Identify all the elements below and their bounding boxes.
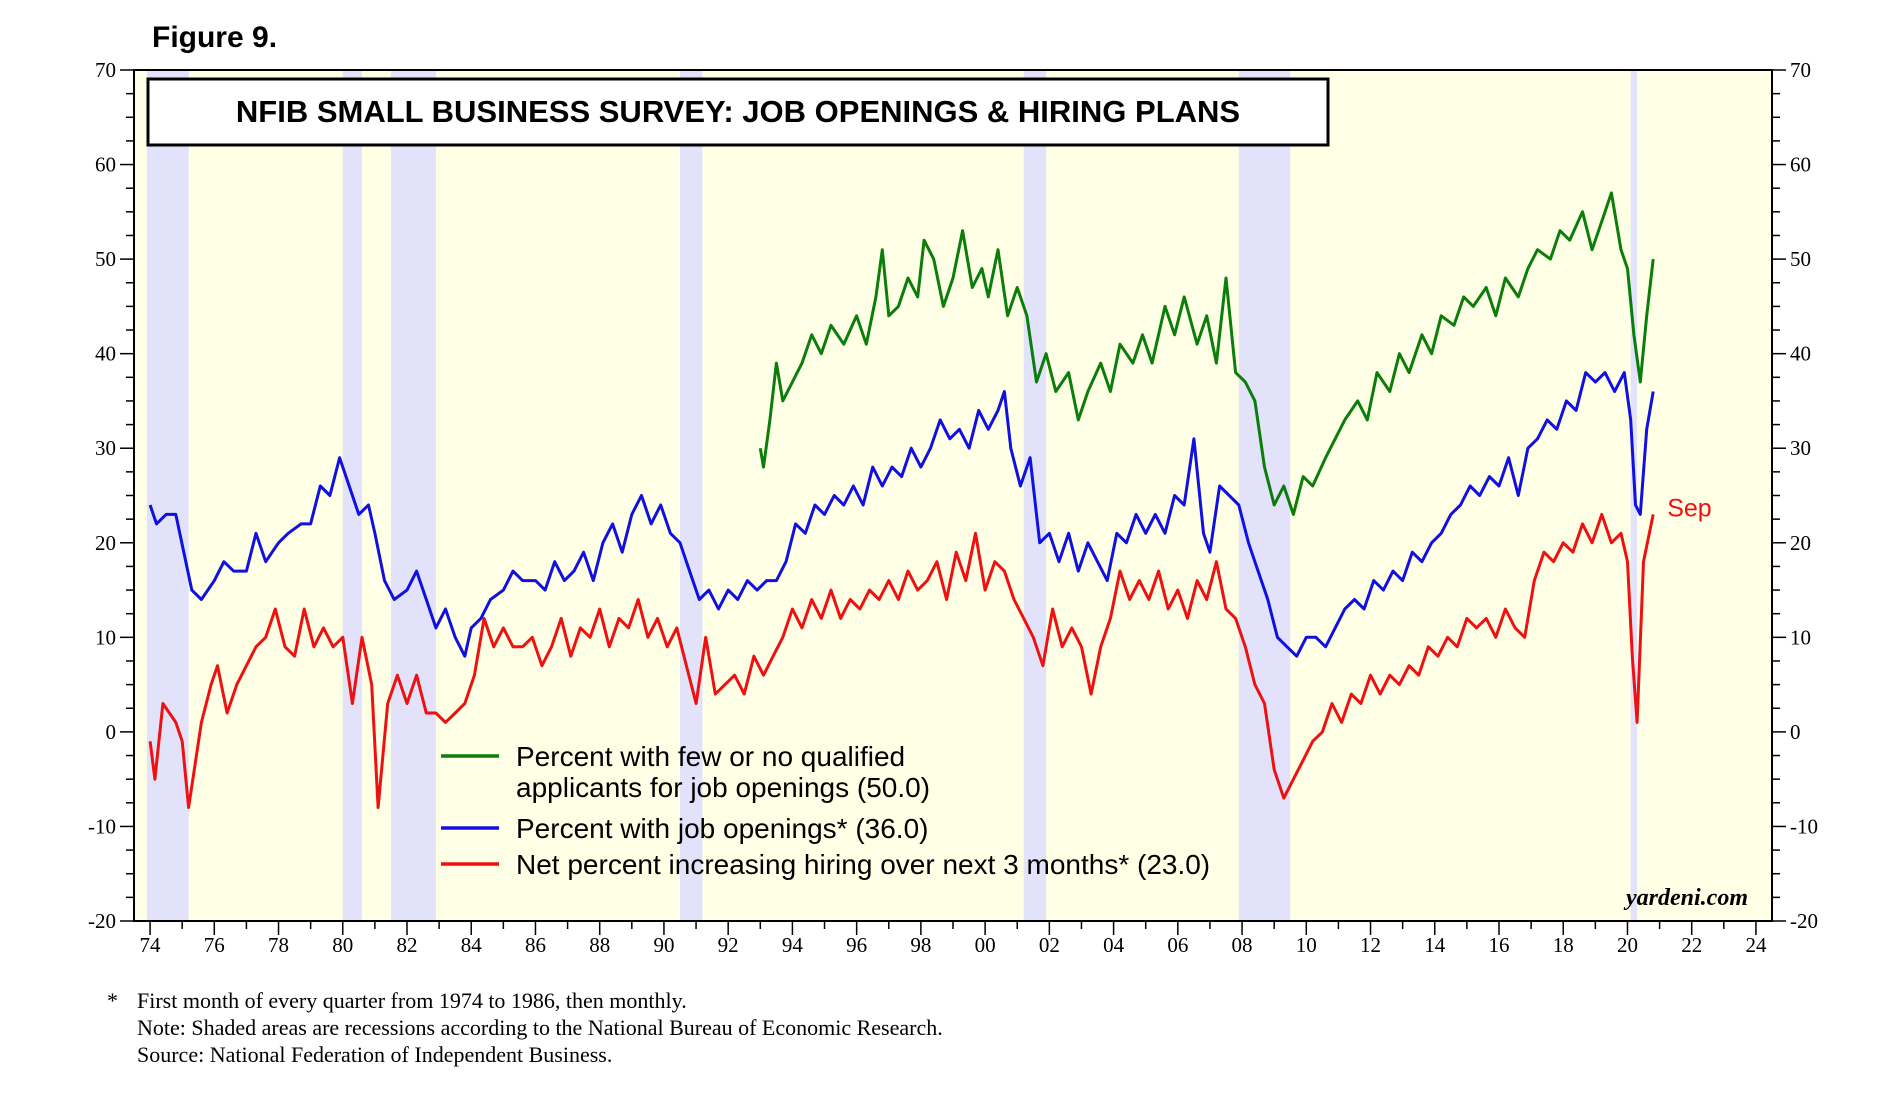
y-tick-label-right: -20 [1790,909,1818,933]
legend-label-green-2: applicants for job openings (50.0) [516,772,930,803]
x-tick-label: 84 [461,933,483,957]
y-tick-label-left: -20 [88,909,116,933]
x-tick-label: 98 [910,933,931,957]
y-tick-label-left: 70 [95,58,116,82]
x-tick-label: 90 [653,933,674,957]
recession-band-2 [390,70,436,921]
x-tick-label: 10 [1296,933,1317,957]
legend: Percent with few or no qualified applica… [441,741,1210,880]
x-tick-label: 74 [140,933,162,957]
recession-band-5 [1238,70,1291,921]
y-tick-label-left: 0 [106,720,117,744]
x-tick-label: 12 [1360,933,1381,957]
chart-title: NFIB SMALL BUSINESS SURVEY: JOB OPENINGS… [236,94,1240,129]
x-tick-label: 78 [268,933,289,957]
y-tick-label-right: 30 [1790,436,1811,460]
brand-watermark: yardeni.com [1623,885,1748,911]
y-tick-label-right: 50 [1790,247,1811,271]
recession-band-0 [146,70,189,921]
footnote-line-2: Note: Shaded areas are recessions accord… [137,1015,943,1040]
footnote-line-1: First month of every quarter from 1974 t… [137,988,687,1013]
y-tick-label-right: 40 [1790,342,1811,366]
y-tick-label-right: 20 [1790,531,1811,555]
series-line-2 [148,512,1655,809]
x-tick-label: 20 [1617,933,1638,957]
x-tick-label: 24 [1745,933,1767,957]
series-line-0 [758,191,1655,516]
y-tick-label-left: 10 [95,625,116,649]
x-tick-label: 00 [975,933,996,957]
x-tick-label: 04 [1103,933,1125,957]
y-tick-label-right: -10 [1790,814,1818,838]
legend-label-red: Net percent increasing hiring over next … [516,849,1210,880]
figure-label: Figure 9. [152,21,277,54]
series-line-1 [148,371,1655,658]
y-tick-label-right: 0 [1790,720,1801,744]
x-tick-label: 80 [332,933,353,957]
footnote-star: * [107,988,118,1013]
y-tick-label-left: 20 [95,531,116,555]
x-tick-label: 16 [1489,933,1510,957]
x-tick-label: 02 [1039,933,1060,957]
y-tick-label-right: 70 [1790,58,1811,82]
x-tick-label: 18 [1553,933,1574,957]
x-tick-label: 88 [589,933,610,957]
x-tick-label: 94 [782,933,804,957]
y-tick-label-left: 30 [95,436,116,460]
x-tick-label: 86 [525,933,546,957]
y-tick-label-left: 50 [95,247,116,271]
x-tick-label: 96 [846,933,867,957]
x-tick-label: 06 [1167,933,1188,957]
legend-label-green-1: Percent with few or no qualified [516,741,905,772]
x-tick-label: 92 [718,933,739,957]
x-tick-label: 22 [1681,933,1702,957]
y-tick-label-right: 10 [1790,625,1811,649]
x-tick-label: 08 [1232,933,1253,957]
x-tick-label: 76 [204,933,225,957]
footnotes: * First month of every quarter from 1974… [107,988,943,1067]
y-tick-label-right: 60 [1790,153,1811,177]
x-tick-label: 82 [397,933,418,957]
x-tick-label: 14 [1424,933,1446,957]
footnote-line-3: Source: National Federation of Independe… [137,1042,612,1067]
recession-band-3 [680,70,703,921]
legend-label-blue: Percent with job openings* (36.0) [516,813,928,844]
y-tick-label-left: 60 [95,153,116,177]
y-tick-label-left: -10 [88,814,116,838]
y-tick-label-left: 40 [95,342,116,366]
series-end-label: Sep [1667,494,1711,522]
title-box [146,77,1330,147]
